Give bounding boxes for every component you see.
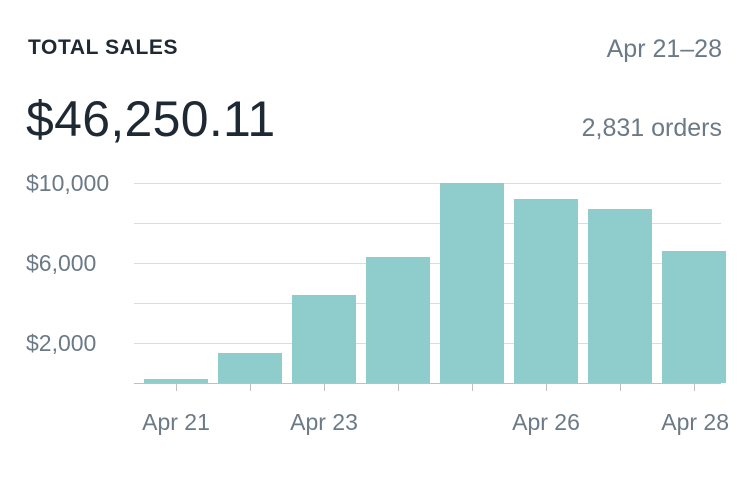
bars <box>144 183 726 383</box>
y-axis-labels: $2,000 $6,000 $10,000 <box>26 170 109 356</box>
orders-count: 2,831 orders <box>581 114 722 142</box>
y-tick-label: $6,000 <box>26 250 96 276</box>
date-range[interactable]: Apr 21–28 <box>606 35 722 63</box>
bar-apr-22[interactable] <box>218 353 282 383</box>
bar-apr-21[interactable] <box>144 379 208 383</box>
x-axis-labels: Apr 21 Apr 23 Apr 26 Apr 28 <box>142 409 729 435</box>
y-tick-label: $2,000 <box>26 330 96 356</box>
bar-apr-26[interactable] <box>514 199 578 383</box>
bar-apr-24[interactable] <box>366 257 430 383</box>
y-tick-label: $10,000 <box>26 170 109 196</box>
x-tick-label: Apr 23 <box>290 409 358 435</box>
x-axis <box>134 383 721 391</box>
total-sales-value: $46,250.11 <box>26 91 276 147</box>
card-title: TOTAL SALES <box>28 36 179 59</box>
x-tick-label: Apr 21 <box>142 409 210 435</box>
bar-apr-23[interactable] <box>292 295 356 383</box>
bar-apr-27[interactable] <box>588 209 652 383</box>
bar-apr-25[interactable] <box>440 183 504 383</box>
bar-apr-28[interactable] <box>662 251 726 383</box>
x-tick-label: Apr 28 <box>661 409 729 435</box>
x-tick-label: Apr 26 <box>512 409 580 435</box>
